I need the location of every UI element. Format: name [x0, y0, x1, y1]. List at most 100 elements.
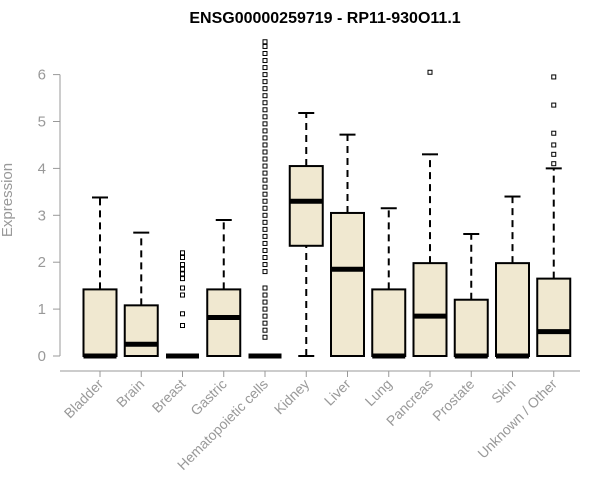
- x-tick-label: Lung: [362, 376, 395, 409]
- outlier-point: [262, 212, 268, 218]
- outlier-point: [262, 205, 268, 211]
- outlier-point: [180, 250, 185, 256]
- outlier-point: [262, 114, 268, 120]
- x-tick-label: Brain: [113, 376, 147, 410]
- outlier-point: [427, 69, 433, 75]
- outlier-point: [262, 240, 268, 246]
- y-tick-label: 6: [38, 67, 46, 84]
- outlier-point: [551, 142, 557, 148]
- outlier-point: [262, 142, 268, 148]
- outlier-point: [262, 184, 268, 190]
- outlier-point: [262, 306, 268, 312]
- box-7: [371, 207, 407, 359]
- outlier-point: [180, 262, 185, 268]
- outlier-point: [262, 313, 268, 319]
- outlier-point: [262, 255, 268, 261]
- x-tick-label: Skin: [488, 376, 519, 407]
- outlier-point: [262, 43, 268, 49]
- iqr-box: [123, 304, 159, 357]
- outlier-point: [551, 130, 557, 136]
- box-2: [166, 250, 199, 359]
- box-0: [82, 196, 118, 359]
- outlier-point: [262, 334, 268, 340]
- outlier-point: [262, 93, 268, 99]
- x-tick-label: Breast: [149, 376, 189, 416]
- outlier-point: [262, 269, 268, 275]
- x-tick-label: Prostate: [429, 376, 477, 424]
- outlier-point: [262, 163, 268, 169]
- outlier-point: [180, 276, 185, 282]
- outlier-point: [180, 285, 185, 291]
- outlier-point: [180, 292, 185, 298]
- x-tick-label: Bladder: [61, 376, 107, 422]
- outlier-point: [551, 74, 557, 80]
- box-3: [206, 218, 242, 358]
- outlier-point: [262, 177, 268, 183]
- outlier-point: [262, 320, 268, 326]
- x-tick-label: Liver: [321, 376, 354, 409]
- outlier-point: [262, 128, 268, 134]
- outlier-point: [262, 219, 268, 225]
- outlier-point: [180, 311, 185, 317]
- outlier-point: [262, 292, 268, 298]
- outlier-point: [180, 323, 185, 329]
- iqr-box: [412, 262, 448, 357]
- box-8: [412, 69, 448, 357]
- boxes-group: [82, 39, 572, 359]
- iqr-box: [82, 288, 118, 358]
- outlier-point: [180, 255, 185, 261]
- chart-title: ENSG00000259719 - RP11-930O11.1: [189, 10, 460, 27]
- outlier-point: [262, 233, 268, 239]
- outlier-point: [180, 266, 185, 272]
- x-tick-label: Kidney: [271, 376, 313, 418]
- y-axis-label: Expression: [0, 163, 16, 237]
- iqr-box: [495, 262, 530, 357]
- iqr-box: [206, 288, 242, 358]
- outlier-point: [262, 170, 268, 176]
- box-10: [495, 195, 530, 359]
- outlier-point: [262, 107, 268, 113]
- box-9: [453, 233, 489, 359]
- outlier-point: [262, 100, 268, 106]
- box-4: [248, 39, 282, 359]
- outlier-point: [262, 72, 268, 78]
- outlier-point: [262, 39, 268, 45]
- y-tick-label: 1: [38, 301, 46, 318]
- outlier-point: [262, 86, 268, 92]
- outlier-point: [262, 247, 268, 253]
- box-11: [536, 74, 572, 357]
- outlier-point: [262, 191, 268, 197]
- outlier-point: [262, 299, 268, 305]
- outlier-point: [262, 226, 268, 232]
- y-tick-label: 2: [38, 254, 46, 271]
- box-6: [330, 133, 365, 357]
- outlier-point: [262, 121, 268, 127]
- outlier-point: [551, 102, 557, 108]
- outlier-point: [262, 58, 268, 64]
- outlier-point: [262, 327, 268, 333]
- outlier-point: [262, 50, 268, 56]
- box-1: [123, 231, 159, 357]
- iqr-box: [453, 298, 489, 357]
- box-5: [288, 112, 324, 357]
- outlier-point: [180, 271, 185, 277]
- iqr-box: [330, 211, 365, 357]
- outlier-point: [262, 149, 268, 155]
- outlier-point: [262, 198, 268, 204]
- outlier-point: [262, 156, 268, 162]
- y-tick-label: 3: [38, 207, 46, 224]
- iqr-box: [536, 277, 572, 357]
- outlier-point: [262, 65, 268, 71]
- y-tick-label: 4: [38, 160, 46, 177]
- iqr-box: [288, 165, 324, 247]
- iqr-box: [371, 288, 407, 358]
- outlier-point: [262, 262, 268, 268]
- y-tick-label: 5: [38, 114, 46, 131]
- outlier-point: [262, 135, 268, 141]
- outlier-point: [551, 151, 557, 157]
- y-tick-label: 0: [38, 348, 46, 365]
- outlier-point: [551, 161, 557, 167]
- y-axis: 0 1 2 3 4 5 6: [38, 67, 61, 365]
